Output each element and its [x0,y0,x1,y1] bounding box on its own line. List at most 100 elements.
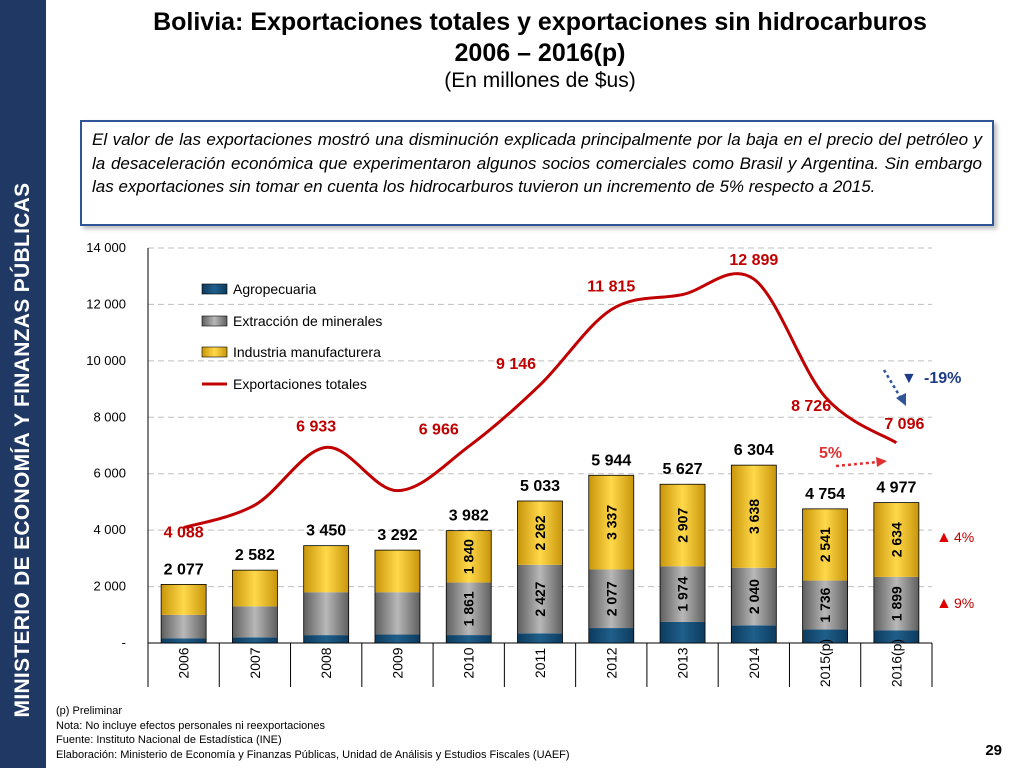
legend-swatch [201,346,228,358]
total-line-label: 12 899 [729,252,778,269]
legend-label: Industria manufacturera [233,344,381,360]
down-arrow-connector [882,369,904,401]
total-line-label: 4 088 [164,525,204,542]
bar-agropecuaria [374,634,420,643]
legend-label: Exportaciones totales [233,376,367,392]
bar-total-label: 5 627 [663,461,703,478]
x-category-label: 2009 [389,647,405,678]
total-line-label: 6 966 [419,421,459,438]
right-arrow-head [876,457,887,467]
segment-label-minerales: 2 077 [603,581,619,616]
bar-total-label: 4 977 [876,480,916,497]
bar-agropecuaria [873,630,919,643]
footer-note: Nota: No incluye efectos personales ni r… [56,719,326,732]
bar-agropecuaria [232,637,278,643]
segment-label-minerales: 2 427 [532,581,548,616]
total-line-label: 9 146 [496,356,536,373]
bar-total-label: 2 582 [235,547,275,564]
bar-minerales [374,592,420,635]
x-category-label: 2011 [532,648,548,678]
up-arrow-connector [835,460,879,468]
bar-industria [588,475,634,570]
bar-agropecuaria [588,628,634,643]
segment-label-minerales: 2 040 [746,579,762,614]
total-line-label: 8 726 [791,398,831,415]
down-triangle-icon: ▼ [901,370,917,387]
segment-label-minerales: 1 974 [675,576,691,611]
y-tick-label: 2 000 [93,579,126,594]
bar-total-label: 5 033 [520,478,560,495]
bar-total-label: 3 450 [306,523,346,540]
segment-label-industria: 2 907 [675,508,691,543]
segment-label-industria: 2 634 [888,522,904,557]
bar-industria [873,502,919,577]
segment-label-industria: 3 337 [603,505,619,540]
bar-total-label: 6 304 [734,442,774,459]
x-category-label: 2006 [176,647,192,678]
bar-minerales [303,592,349,636]
x-category-label: 2012 [603,647,619,678]
footer-preliminary-note: (p) Preliminar [56,705,123,717]
bar-total-label: 3 982 [449,508,489,525]
footer: (p) Preliminar Nota: No incluye efectos … [56,704,570,762]
bar-agropecuaria [731,625,777,643]
bar-minerales [446,582,492,636]
page-subtitle: (En millones de $us) [444,69,636,92]
legend-label: Agropecuaria [233,281,316,297]
bar-outline [303,545,350,644]
segment-label-industria: 1 840 [461,539,477,574]
bar-outline [160,583,207,644]
bar-outline [873,502,920,644]
sidebar: MINISTERIO DE ECONOMÍA Y FINANZAS PÚBLIC… [0,0,46,768]
bar-minerales [161,614,207,639]
total-change-annotation: -19% [924,370,961,387]
page-title-period: 2006 – 2016(p) [454,39,626,67]
x-category-label: 2016(p) [888,639,904,687]
bar-minerales [873,576,919,631]
bar-outline [445,530,492,644]
bar-outline [517,500,563,644]
line-exportaciones-totales [183,272,898,530]
y-tick-label: - [122,635,126,650]
bar-minerales [232,606,278,638]
legend-label: Extracción de minerales [233,313,382,329]
footer-elaboration: Elaboración: Ministerio de Economía y Fi… [56,748,570,761]
up-triangle-icon: ▲ [936,595,952,612]
page-number: 29 [985,742,1002,759]
y-tick-label: 6 000 [93,466,126,481]
note-box: El valor de las exportaciones mostró una… [80,120,994,226]
bar-industria [660,484,706,567]
y-tick-label: 12 000 [86,296,126,311]
bar-industria [731,465,777,568]
bar-minerales [802,580,848,630]
segment-label-minerales: 1 899 [888,586,904,621]
up-triangle-icon: ▲ [936,529,952,546]
bar-agropecuaria [802,629,848,643]
bar-minerales [588,569,634,629]
bar-agropecuaria [303,635,349,643]
y-tick-label: 14 000 [86,240,126,255]
bar-agropecuaria [161,638,207,643]
x-category-label: 2013 [675,647,691,678]
x-category-label: 2010 [461,647,477,678]
bar-industria [374,550,420,593]
bar-minerales [660,566,706,622]
bar-total-label: 2 077 [164,561,204,578]
bar-minerales [731,567,777,626]
segment-label-industria: 3 638 [746,499,762,534]
header: Bolivia: Exportaciones totales y exporta… [60,6,1020,94]
bar-industria [446,530,492,583]
page-title: Bolivia: Exportaciones totales y exporta… [153,8,927,36]
bar-total-label: 5 944 [591,452,631,469]
y-tick-label: 8 000 [93,409,126,424]
bar-agropecuaria [446,635,492,643]
segment-label-minerales: 1 736 [817,587,833,622]
total-line-label: 6 933 [296,418,336,435]
x-category-label: 2014 [746,647,762,678]
total-line-label: 7 096 [884,416,924,433]
bar-agropecuaria [517,633,563,643]
footer-source: Fuente: Instituto Nacional de Estadístic… [56,734,282,746]
down-arrow-head [896,393,906,406]
segment-label-industria: 2 262 [532,515,548,550]
